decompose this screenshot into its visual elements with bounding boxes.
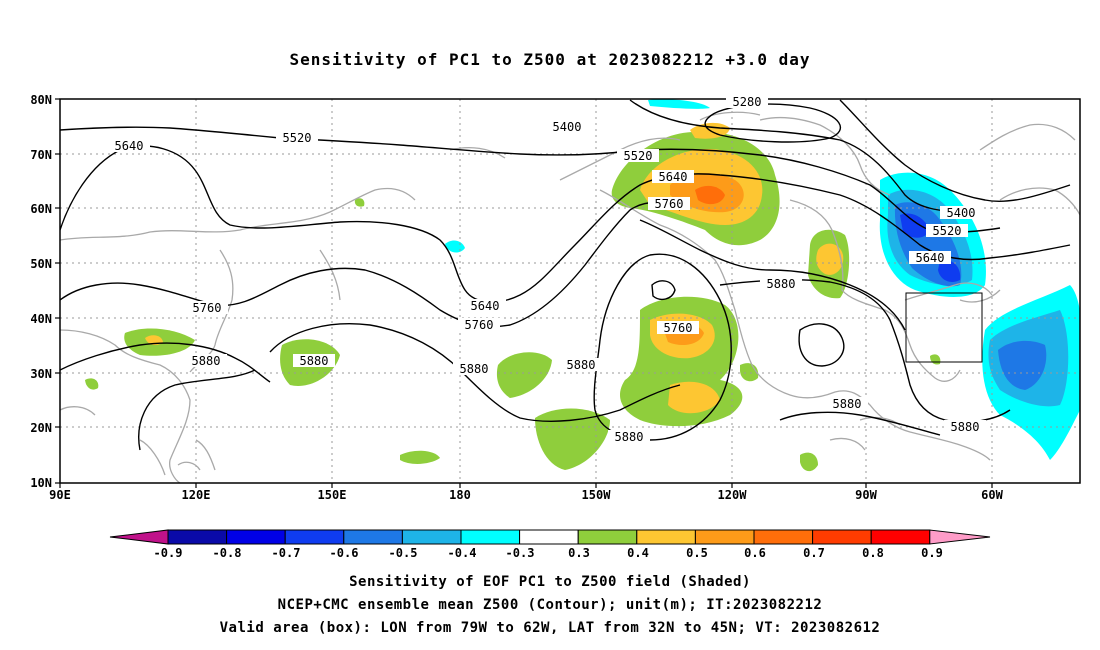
sensitivity-map: 80N 70N 60N 50N 40N 30N 20N 10N 90E 120E…: [30, 93, 1081, 560]
colorbar: [109, 529, 991, 545]
colorbar-cell: [812, 529, 872, 545]
valid-area-box: [905, 292, 983, 363]
lon-label: 120E: [182, 488, 211, 502]
contour-label: 5400: [947, 206, 976, 220]
caption-contour: NCEP+CMC ensemble mean Z500 (Contour); u…: [277, 597, 823, 613]
colorbar-cell: [753, 529, 814, 545]
lat-label: 80N: [30, 93, 52, 107]
shaded-positive-regions: [85, 122, 941, 472]
lon-label: 90E: [49, 488, 71, 502]
colorbar-label: -0.8: [213, 546, 242, 560]
contour-label: 5760: [655, 197, 684, 211]
graticule: [60, 99, 1080, 483]
colorbar-labels: -0.9 -0.8 -0.7 -0.6 -0.5 -0.4 -0.3 0.3 0…: [154, 546, 943, 560]
contour-label: 5880: [615, 430, 644, 444]
coastlines: [60, 111, 1080, 483]
contour-label: 5760: [193, 301, 222, 315]
contour-label: 5520: [283, 131, 312, 145]
colorbar-cell: [460, 529, 521, 545]
colorbar-label: -0.6: [330, 546, 359, 560]
contour-label: 5640: [115, 139, 144, 153]
contour-label: 5880: [567, 358, 596, 372]
latitude-labels: 80N 70N 60N 50N 40N 30N 20N 10N: [30, 93, 52, 490]
colorbar-cell: [636, 529, 696, 545]
contour-label: 5760: [664, 321, 693, 335]
shaded-negative-regions: [445, 99, 1080, 460]
colorbar-label: -0.7: [272, 546, 301, 560]
lon-label: 120W: [718, 488, 748, 502]
lon-label: 60W: [981, 488, 1003, 502]
colorbar-label: 0.4: [627, 546, 649, 560]
contour-label: 5640: [916, 251, 945, 265]
colorbar-label: 0.9: [921, 546, 943, 560]
contour-label: 5880: [460, 362, 489, 376]
contour-label: 5520: [933, 224, 962, 238]
lon-label: 90W: [855, 488, 877, 502]
contour-label: 5640: [471, 299, 500, 313]
colorbar-label: 0.8: [862, 546, 884, 560]
colorbar-label: -0.9: [154, 546, 183, 560]
lat-label: 40N: [30, 312, 52, 326]
colorbar-label: 0.3: [568, 546, 590, 560]
lat-label: 20N: [30, 421, 52, 435]
colorbar-cell: [167, 529, 228, 545]
colorbar-cell: [343, 529, 403, 545]
colorbar-cell: [870, 529, 931, 545]
lat-label: 30N: [30, 367, 52, 381]
colorbar-cell: [694, 529, 755, 545]
lat-label: 50N: [30, 257, 52, 271]
z500-contours: [60, 99, 1071, 451]
contour-label: 5760: [465, 318, 494, 332]
contour-label: 5280: [733, 95, 762, 109]
colorbar-cell: [577, 529, 638, 545]
contour-label: 5880: [833, 397, 862, 411]
contour-label: 5400: [553, 120, 582, 134]
lat-label: 70N: [30, 148, 52, 162]
contour-label: 5640: [659, 170, 688, 184]
colorbar-cell: [226, 529, 286, 545]
colorbar-label: -0.3: [506, 546, 535, 560]
contour-label: 5880: [300, 354, 329, 368]
colorbar-label: 0.6: [744, 546, 766, 560]
caption-shaded: Sensitivity of EOF PC1 to Z500 field (Sh…: [349, 574, 751, 590]
colorbar-label: -0.4: [448, 546, 477, 560]
longitude-labels: 90E 120E 150E 180 150W 120W 90W 60W: [49, 488, 1003, 502]
lat-label: 10N: [30, 476, 52, 490]
colorbar-cell: [284, 529, 345, 545]
contour-label: 5880: [192, 354, 221, 368]
colorbar-label: 0.7: [803, 546, 825, 560]
colorbar-tip-negative: [109, 529, 169, 545]
contour-label: 5520: [624, 149, 653, 163]
map-frame: [59, 98, 1081, 484]
contour-label: 5880: [951, 420, 980, 434]
colorbar-label: 0.5: [686, 546, 708, 560]
lon-label: 180: [449, 488, 471, 502]
contour-label: 5880: [767, 277, 796, 291]
plot-title: Sensitivity of PC1 to Z500 at 2023082212…: [289, 50, 811, 69]
lon-label: 150E: [318, 488, 347, 502]
lon-label: 150W: [582, 488, 612, 502]
lat-label: 60N: [30, 202, 52, 216]
caption-valid-area: Valid area (box): LON from 79W to 62W, L…: [219, 620, 881, 636]
contour-labels: 5280 5400 5520 5640 5520 5640 5760 5400 …: [108, 95, 986, 444]
colorbar-cell: [401, 529, 462, 545]
colorbar-cell: [519, 529, 579, 545]
colorbar-tip-positive: [929, 529, 991, 545]
colorbar-label: -0.5: [389, 546, 418, 560]
